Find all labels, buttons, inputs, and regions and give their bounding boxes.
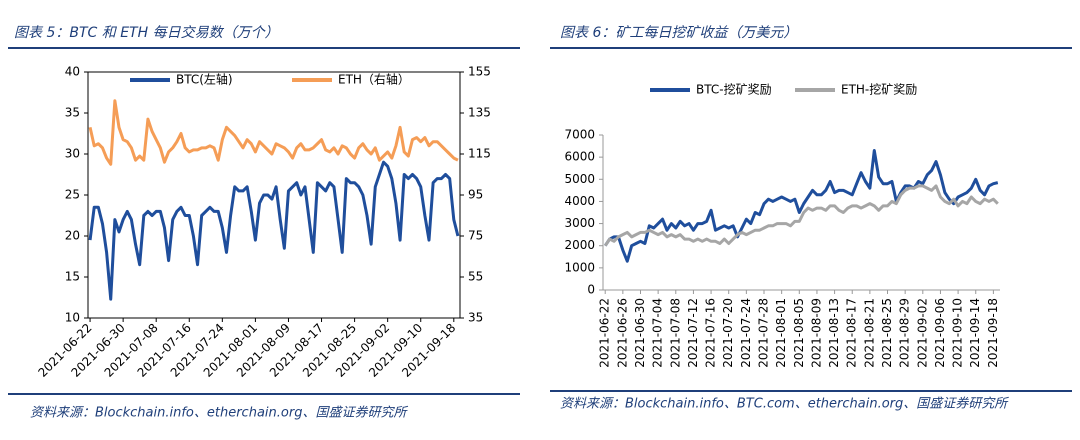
- x-tick-label: 2021-09-02: [915, 298, 929, 368]
- source: 资料来源：Blockchain.info、etherchain.org、国盛证券…: [30, 405, 408, 421]
- y2-tick-label: 35: [468, 311, 483, 325]
- series-line: [88, 99, 459, 166]
- source: 资料来源：Blockchain.info、BTC.com、etherchain.…: [560, 396, 1009, 412]
- y-tick-label: 5000: [564, 172, 595, 186]
- x-tick-label: 2021-07-08: [668, 298, 682, 368]
- y2-tick-label: 135: [468, 106, 491, 120]
- legend-label: BTC(左轴): [176, 72, 233, 87]
- x-tick-label: 2021-08-29: [898, 298, 912, 368]
- y-tick-label: 0: [587, 283, 595, 297]
- x-tick-label: 2021-07-16: [704, 298, 718, 368]
- x-tick-label: 2021-08-09: [809, 298, 823, 368]
- x-tick-label: 2021-06-30: [633, 298, 647, 368]
- y-tick-label: 35: [65, 106, 80, 120]
- y2-tick-label: 55: [468, 270, 483, 284]
- y-tick-label: 6000: [564, 150, 595, 164]
- y2-tick-label: 75: [468, 229, 483, 243]
- y-tick-label: 4000: [564, 194, 595, 208]
- x-tick-label: 2021-09-06: [933, 298, 947, 368]
- x-tick-label: 2021-06-26: [615, 298, 629, 368]
- x-tick-label: 2021-09-10: [951, 298, 965, 368]
- y-tick-label: 10: [65, 311, 80, 325]
- legend-label: ETH（右轴）: [338, 72, 410, 87]
- series-line: [88, 160, 460, 301]
- x-tick-label: 2021-09-18: [986, 298, 1000, 368]
- series-line: [603, 184, 999, 247]
- chart-title: 图表 6：矿工每日挖矿收益（万美元）: [560, 25, 797, 41]
- chart-title: 图表 5：BTC 和 ETH 每日交易数（万个）: [14, 25, 279, 41]
- y-tick-label: 1000: [564, 260, 595, 274]
- x-tick-label: 2021-08-25: [880, 298, 894, 368]
- y-tick-label: 25: [65, 188, 80, 202]
- y-tick-label: 20: [65, 229, 80, 243]
- legend-label: BTC-挖矿奖励: [696, 82, 772, 97]
- y-tick-label: 2000: [564, 238, 595, 252]
- y-tick-label: 15: [65, 270, 80, 284]
- x-tick-label: 2021-08-13: [827, 298, 841, 368]
- series-line: [603, 149, 999, 263]
- y2-tick-label: 155: [468, 65, 491, 79]
- y-tick-label: 30: [65, 147, 80, 161]
- x-tick-label: 2021-08-05: [792, 298, 806, 368]
- x-tick-label: 2021-06-22: [598, 298, 612, 368]
- y2-tick-label: 95: [468, 188, 483, 202]
- x-tick-label: 2021-07-12: [686, 298, 700, 368]
- x-tick-label: 2021-08-21: [862, 298, 876, 368]
- legend-label: ETH-挖矿奖励: [841, 82, 917, 97]
- y-tick-label: 40: [65, 65, 80, 79]
- x-tick-label: 2021-09-14: [968, 298, 982, 368]
- y2-tick-label: 115: [468, 147, 491, 161]
- x-tick-label: 2021-07-04: [651, 298, 665, 368]
- y-tick-label: 7000: [564, 128, 595, 142]
- x-tick-label: 2021-07-24: [739, 298, 753, 368]
- x-tick-label: 2021-08-17: [845, 298, 859, 368]
- y-tick-label: 3000: [564, 216, 595, 230]
- x-tick-label: 2021-07-28: [757, 298, 771, 368]
- x-tick-label: 2021-08-01: [774, 298, 788, 368]
- x-tick-label: 2021-07-20: [721, 298, 735, 368]
